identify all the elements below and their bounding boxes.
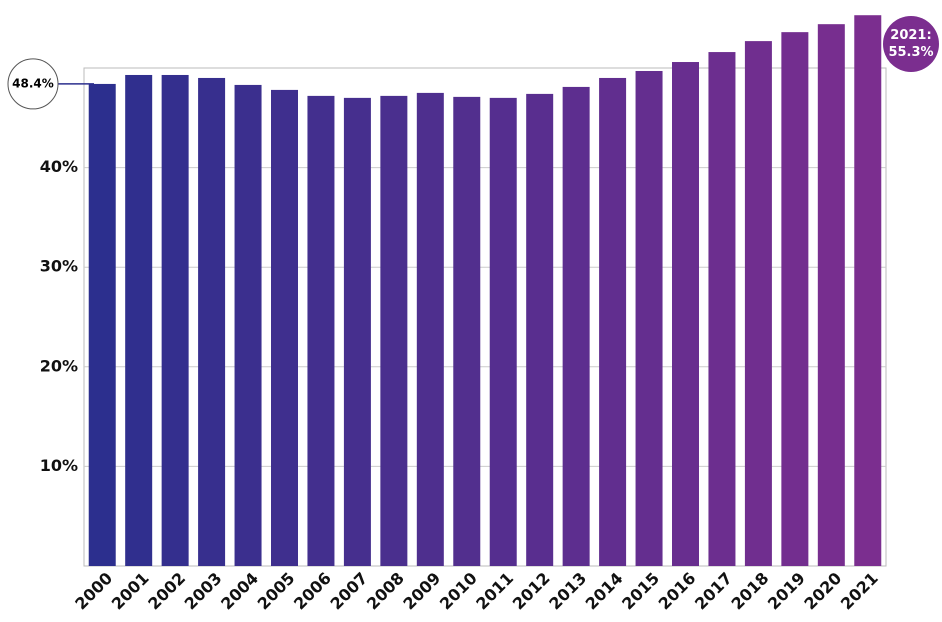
x-tick-label: 2015 <box>618 569 663 614</box>
plot-frame <box>83 67 887 567</box>
x-tick-label: 2006 <box>290 569 335 614</box>
start-annotation: 48.4% <box>12 76 54 90</box>
x-tick-label: 2007 <box>326 569 371 614</box>
x-tick-label: 2004 <box>217 569 262 614</box>
bar <box>343 97 371 566</box>
y-tick-label: 20% <box>40 356 78 375</box>
bar <box>854 15 882 567</box>
x-tick-label: 2012 <box>509 569 554 614</box>
x-tick-label: 2011 <box>472 569 517 614</box>
bar <box>744 41 772 566</box>
bar <box>234 84 262 566</box>
bar <box>599 77 627 567</box>
bar <box>380 95 408 566</box>
y-tick-label: 10% <box>40 456 78 475</box>
bar <box>271 89 298 567</box>
x-tick-label: 2020 <box>800 569 845 614</box>
bar <box>416 92 444 567</box>
bar <box>198 77 226 567</box>
y-tick-label: 30% <box>40 257 78 276</box>
bar <box>708 52 736 566</box>
bar <box>817 24 845 566</box>
bar <box>88 83 116 566</box>
bar <box>307 95 335 566</box>
x-tick-label: 2002 <box>144 569 189 614</box>
x-tick-label: 2001 <box>108 569 153 614</box>
x-tick-label: 2008 <box>363 569 408 614</box>
bar <box>672 62 699 567</box>
bar <box>635 70 663 566</box>
x-tick-label: 2003 <box>181 569 226 614</box>
x-tick-label: 2013 <box>545 569 590 614</box>
annotation-circle <box>7 58 59 110</box>
x-tick-label: 2016 <box>655 569 700 614</box>
x-tick-label: 2019 <box>764 569 809 614</box>
x-tick-label: 2021 <box>837 569 882 614</box>
y-tick-label: 40% <box>40 157 78 176</box>
bar <box>489 97 517 566</box>
x-tick-label: 2014 <box>582 569 627 614</box>
x-tick-label: 2000 <box>71 569 116 614</box>
x-tick-label: 2005 <box>254 569 299 614</box>
bar <box>562 86 590 566</box>
bar <box>125 74 153 567</box>
x-tick-label: 2009 <box>399 569 444 614</box>
bar <box>526 93 554 567</box>
x-tick-label: 2017 <box>691 569 736 614</box>
x-tick-label: 2018 <box>727 569 772 614</box>
bar <box>453 96 481 566</box>
bar <box>161 74 189 567</box>
end-annotation: 2021: 55.3% <box>883 16 939 72</box>
x-tick-label: 2010 <box>436 569 481 614</box>
bar <box>781 32 809 567</box>
